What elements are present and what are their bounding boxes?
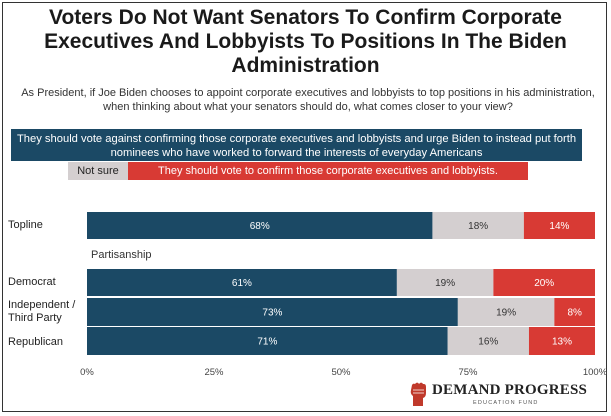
bar-segment-not-sure-0	[432, 212, 524, 239]
data-label-against-1: 61%	[232, 278, 252, 289]
x-tick-label: 75%	[458, 367, 478, 378]
bar-segment-against-2	[87, 298, 458, 326]
legend-entry-against: They should vote against confirming thos…	[11, 129, 582, 161]
logo-name: DEMAND PROGRESS	[432, 382, 588, 398]
chart-frame	[2, 2, 607, 412]
legend-entry-confirm: They should vote to confirm those corpor…	[128, 162, 528, 180]
bar-segment-not-sure-2	[457, 298, 555, 326]
x-tick-label: 50%	[331, 367, 351, 378]
bar-segment-against-3	[87, 327, 448, 355]
data-label-confirm-1: 20%	[534, 278, 554, 289]
data-label-not-sure-2: 19%	[496, 308, 516, 319]
bar-segment-against-0	[87, 212, 433, 239]
category-label-republican: Republican	[8, 336, 64, 348]
data-label-against-0: 68%	[250, 221, 270, 232]
bar-segment-not-sure-3	[447, 327, 529, 355]
data-label-against-3: 71%	[257, 337, 277, 348]
demand-progress-logo: DEMAND PROGRESS EDUCATION FUND	[407, 381, 597, 411]
data-label-against-2: 73%	[262, 308, 282, 319]
chart-title: Voters Do Not Want Senators To Confirm C…	[44, 6, 567, 77]
data-label-not-sure-0: 18%	[468, 221, 488, 232]
category-label-independent: Independent / Third Party	[8, 299, 76, 324]
data-label-not-sure-1: 19%	[435, 278, 455, 289]
category-label-democrat: Democrat	[8, 276, 56, 288]
category-label-topline: Topline	[8, 219, 43, 231]
fist-icon	[410, 382, 426, 406]
data-label-not-sure-3: 16%	[478, 337, 498, 348]
data-label-confirm-2: 8%	[567, 308, 582, 319]
x-tick-label: 100%	[583, 367, 608, 378]
x-tick-label: 25%	[204, 367, 224, 378]
bar-segment-confirm-0	[523, 212, 595, 239]
bar-segment-confirm-2	[554, 298, 595, 326]
bar-segment-confirm-3	[528, 327, 595, 355]
bar-segment-against-1	[87, 269, 397, 296]
bar-segment-confirm-1	[493, 269, 595, 296]
x-tick-label: 0%	[80, 367, 94, 378]
legend-entry-not-sure: Not sure	[68, 162, 128, 180]
logo-subtitle: EDUCATION FUND	[473, 400, 539, 406]
section-label-partisanship: Partisanship	[91, 249, 152, 261]
data-label-confirm-0: 14%	[549, 221, 569, 232]
chart-subtitle: As President, if Joe Biden chooses to ap…	[21, 87, 595, 113]
data-label-confirm-3: 13%	[552, 337, 572, 348]
bar-segment-not-sure-1	[396, 269, 494, 296]
